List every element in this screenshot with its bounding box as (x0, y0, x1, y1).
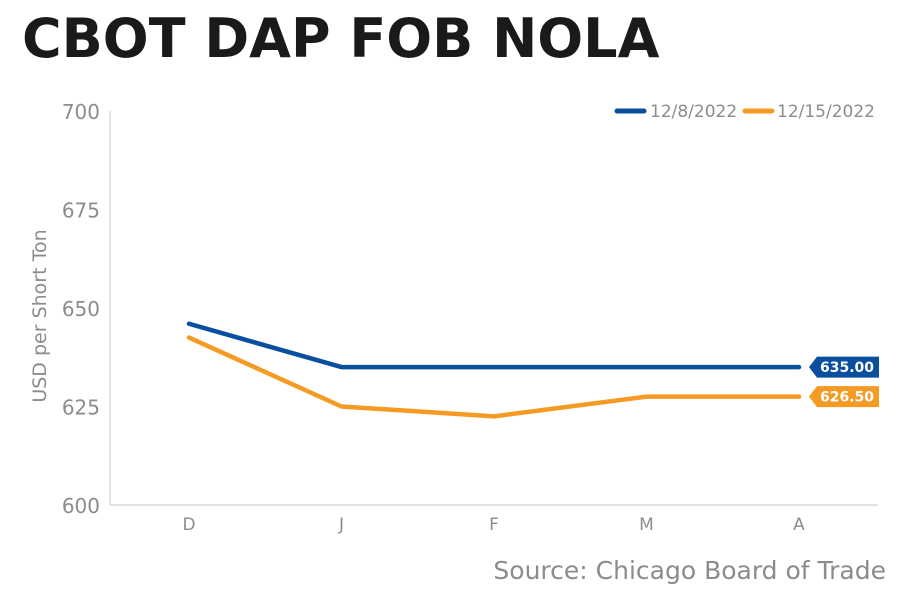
y-tick-label: 675 (62, 199, 100, 223)
y-tick-label: 625 (62, 396, 100, 420)
legend: 12/8/2022 12/15/2022 (614, 102, 875, 122)
series-lines (186, 321, 802, 419)
y-tick-label: 600 (62, 494, 100, 518)
series-line-1 (186, 321, 802, 370)
axes (109, 111, 878, 506)
legend-label-2: 12/15/2022 (777, 102, 875, 122)
end-label-tag-2 (809, 386, 879, 408)
end-label-value-2: 626.50 (820, 390, 874, 406)
series-line-2 (186, 335, 802, 419)
end-value-labels: 635.00 626.50 (809, 356, 879, 408)
x-tick-label: M (639, 515, 654, 535)
legend-label-1: 12/8/2022 (650, 102, 737, 122)
x-tick-label: F (489, 515, 499, 535)
y-tick-label: 650 (62, 297, 100, 321)
end-label-value-1: 635.00 (820, 360, 874, 376)
y-tick-labels: 700 675 650 625 600 (62, 100, 100, 518)
source-note: Source: Chicago Board of Trade (493, 556, 886, 585)
x-tick-label: A (793, 515, 805, 535)
x-tick-label: D (182, 515, 195, 535)
y-axis-label: USD per Short Ton (29, 229, 51, 402)
chart-title: CBOT DAP FOB NOLA (22, 7, 660, 70)
y-tick-label: 700 (62, 100, 100, 124)
end-label-tag-1 (809, 356, 879, 378)
x-tick-label: J (338, 515, 344, 535)
